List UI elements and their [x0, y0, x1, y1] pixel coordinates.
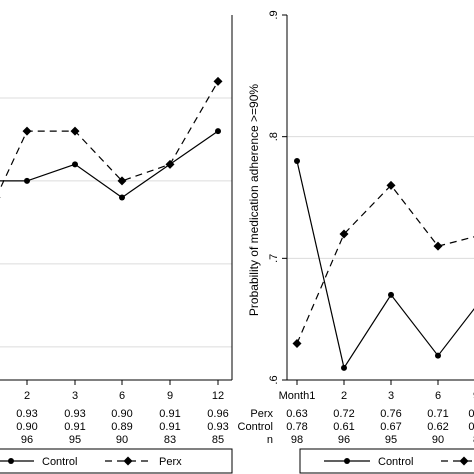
table-cell: 0.93	[16, 408, 37, 420]
data-point-perx	[70, 126, 80, 136]
data-point-control	[435, 352, 441, 359]
data-point-perx	[22, 126, 32, 136]
y-tick-label: .7	[268, 254, 280, 263]
data-point-perx	[0, 197, 1, 198]
table-cell: 0.67	[380, 421, 401, 433]
x-tick-label: 6	[435, 390, 441, 402]
table-cell: 0.91	[64, 421, 85, 433]
y-axis-title: Probability of medication adherence >=90…	[247, 84, 261, 316]
data-point-perx	[339, 229, 349, 239]
data-point-control	[341, 364, 347, 371]
data-point-control	[72, 161, 78, 168]
x-tick-label: 3	[72, 390, 78, 402]
series-line-control	[0, 130, 219, 199]
table-cell: 0.62	[427, 421, 448, 433]
x-tick-label: 3	[388, 390, 394, 402]
legend-marker-control	[344, 458, 350, 464]
table-row-label: Control	[238, 421, 273, 433]
data-point-control	[294, 158, 300, 164]
x-tick-label: 6	[119, 390, 125, 402]
table-row-label: n	[267, 434, 273, 446]
table-cell: 0.93	[207, 421, 228, 433]
table-cell: 83	[164, 434, 176, 446]
table-cell: 0.72	[333, 408, 354, 420]
table-cell: 0.90	[111, 408, 132, 420]
data-point-perx	[386, 180, 396, 190]
legend-label-control: Control	[378, 456, 413, 468]
table-cell: 0.76	[380, 408, 401, 420]
table-cell: 0.6	[468, 408, 474, 420]
table-cell: 0.93	[64, 408, 85, 420]
x-tick-label: Month1	[279, 390, 316, 402]
table-cell: 95	[385, 434, 397, 446]
legend-marker-perx	[123, 456, 133, 466]
table-cell: 95	[69, 434, 81, 446]
legend-marker-perx	[459, 456, 469, 466]
data-point-perx	[292, 339, 302, 348]
table-cell: 8	[473, 434, 474, 446]
table-cell: 90	[432, 434, 444, 446]
data-point-control	[388, 291, 394, 298]
x-tick-label: 12	[212, 390, 224, 402]
table-cell: 96	[21, 434, 33, 446]
table-cell: 0.90	[16, 421, 37, 433]
legend-label-control: Control	[42, 456, 77, 468]
table-cell: 0.91	[159, 408, 180, 420]
data-point-control	[119, 194, 125, 201]
data-point-perx	[117, 176, 127, 186]
data-point-control	[24, 177, 30, 184]
x-tick-label: 2	[24, 390, 30, 402]
series-line-control	[296, 160, 474, 370]
x-tick-label: 9	[167, 390, 173, 402]
legend-label-perx: Perx	[159, 456, 182, 468]
table-row-label: Perx	[250, 408, 273, 420]
table-cell: 0.78	[286, 421, 307, 433]
y-tick-label: .8	[268, 132, 280, 141]
data-point-control	[215, 128, 221, 135]
table-cell: 0.61	[333, 421, 354, 433]
data-point-perx	[165, 159, 175, 169]
x-tick-label: 9	[473, 390, 474, 402]
table-cell: 90	[116, 434, 128, 446]
data-point-perx	[213, 76, 223, 86]
legend-box	[0, 448, 233, 474]
x-tick-label: 2	[341, 390, 347, 402]
legend-box	[299, 448, 474, 474]
table-cell: 0.96	[207, 408, 228, 420]
table-cell: 0.89	[111, 421, 132, 433]
table-cell: 0.63	[286, 408, 307, 420]
legend-marker-control	[8, 458, 14, 464]
table-cell: 98	[291, 434, 303, 446]
data-point-perx	[433, 241, 443, 251]
table-cell: 96	[338, 434, 350, 446]
table-cell: 0.71	[427, 408, 448, 420]
series-line-perx	[296, 184, 474, 344]
y-tick-label: .6	[268, 375, 280, 384]
series-line-perx	[0, 81, 219, 191]
y-tick-label: .9	[268, 10, 280, 19]
table-cell: 0.6	[468, 421, 474, 433]
table-cell: 85	[212, 434, 224, 446]
table-cell: 0.91	[159, 421, 180, 433]
